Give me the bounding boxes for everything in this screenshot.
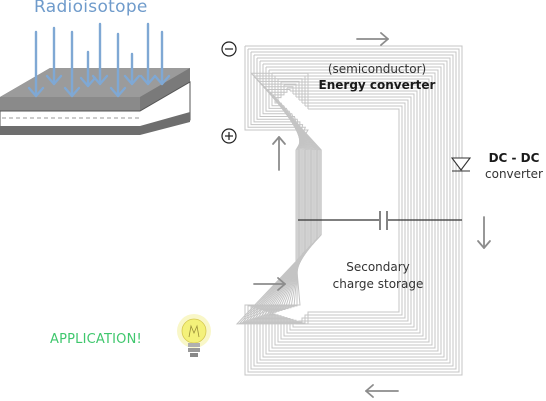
- plus-terminal-icon: [221, 128, 237, 144]
- flow-arrow-icon: [253, 32, 491, 398]
- diode-icon: [450, 157, 472, 172]
- wire-loop: [256, 57, 451, 364]
- wire-loop: [247, 48, 460, 373]
- secondary-label-bottom: charge storage: [332, 277, 424, 291]
- wire-loop: [260, 84, 424, 337]
- radiation-arrow-head: [123, 74, 141, 86]
- application-label: APPLICATION!: [50, 332, 142, 347]
- radiation-arrow-head: [63, 86, 81, 98]
- radiation-arrow-head: [109, 86, 127, 98]
- wire-loop: [263, 81, 427, 340]
- wire-loop: [265, 66, 442, 355]
- radiation-arrow-head: [27, 86, 45, 98]
- semiconductor-label: (semiconductor): [327, 62, 427, 76]
- slab-base-layer: [0, 112, 190, 135]
- minus-terminal-icon: [221, 41, 237, 57]
- wire-loop: [241, 78, 406, 323]
- wire-loop: [250, 51, 457, 370]
- secondary-label-top: Secondary: [346, 260, 410, 274]
- wire-loop: [253, 89, 418, 331]
- wire-loop: [250, 86, 415, 328]
- wire-loop: [268, 69, 439, 352]
- wire-loop: [238, 75, 403, 324]
- radiation-arrow-head: [153, 74, 171, 86]
- wire-loop: [266, 78, 430, 343]
- wire-loop: [244, 45, 463, 376]
- radioisotope-title: Radioisotope: [34, 0, 148, 17]
- dcdc-label-bottom: converter: [485, 167, 543, 181]
- radiation-arrow-head: [91, 74, 109, 86]
- wire-loop: [257, 87, 421, 334]
- wire-loop: [259, 60, 448, 361]
- capacitor-icon: [298, 211, 462, 230]
- wire-loop: [244, 80, 409, 322]
- radiation-arrow-head: [79, 76, 97, 88]
- radiation-arrow-head: [45, 74, 63, 86]
- radiation-arrow-head: [139, 74, 157, 86]
- wire-loop: [262, 63, 445, 358]
- slab-top-side: [140, 68, 190, 111]
- wire-loop: [247, 83, 412, 325]
- dcdc-label-top: DC - DC: [488, 151, 540, 165]
- wire-loop: [235, 72, 400, 325]
- wire-loop: [253, 54, 454, 367]
- lightbulb-icon: [177, 314, 211, 357]
- radiation-arrows: [27, 22, 171, 98]
- circuit-wire-loops: [235, 45, 463, 376]
- energy-converter-label: Energy converter: [318, 78, 436, 92]
